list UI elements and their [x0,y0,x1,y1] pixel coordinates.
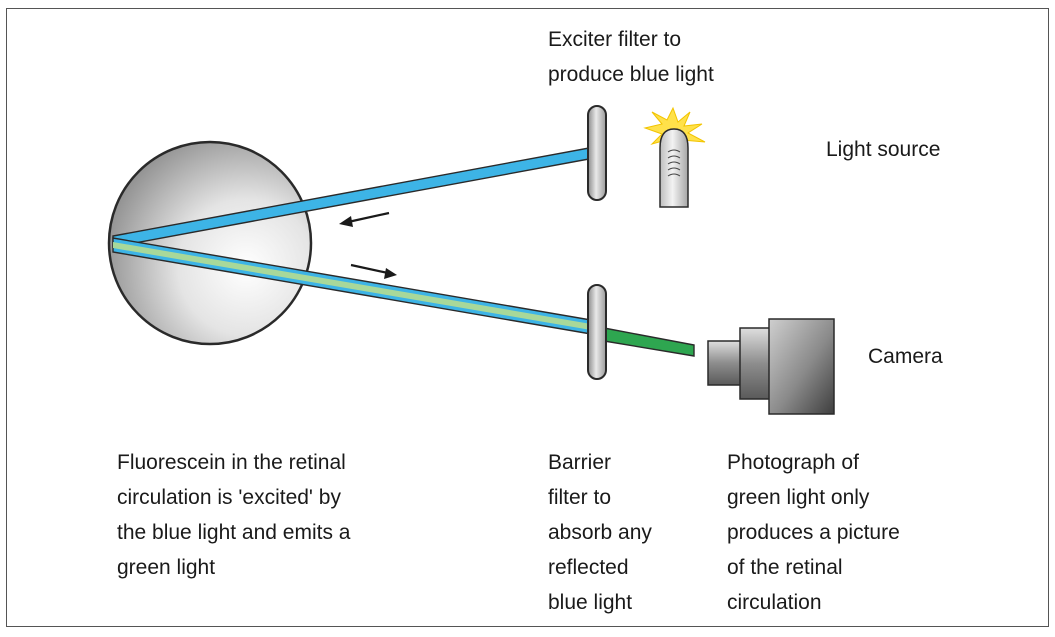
camera-icon [707,318,835,415]
arrow-icon [350,263,397,279]
green-light-beam [603,327,695,357]
arrow-icon [339,211,390,227]
light-bulb-icon [643,106,706,208]
exciter-filter-label: Exciter filter to produce blue light [548,28,714,86]
camera-label: Camera [868,345,943,368]
barrier-filter [587,284,607,380]
exciter-filter [587,105,607,201]
barrier-filter-label: Barrier filter to absorb any reflected b… [548,451,652,614]
light-source-label: Light source [826,138,941,161]
photograph-label: Photograph of green light only produces … [727,451,900,614]
fluorescein-label: Fluorescein in the retinal circulation i… [117,451,351,579]
eye-icon [107,140,313,346]
